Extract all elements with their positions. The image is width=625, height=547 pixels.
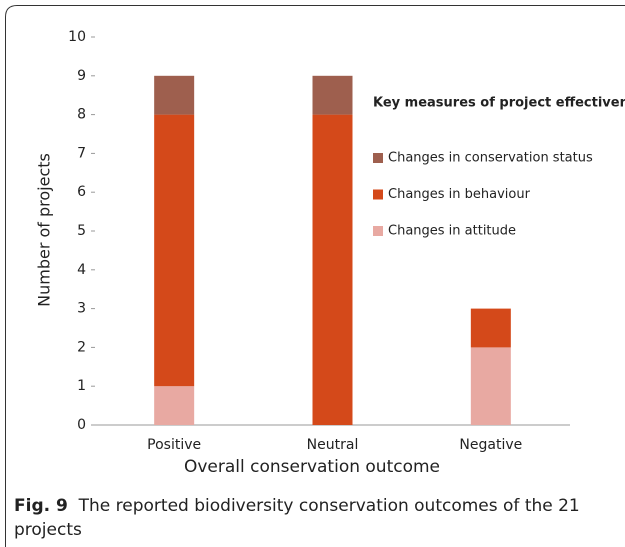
y-tick-label: 5 [77,223,86,239]
y-tick-label: 6 [77,184,86,200]
y-tick-label: 1 [77,378,86,394]
x-axis-label: Overall conservation outcome [184,457,440,477]
y-axis-label: Number of projects [35,153,54,307]
y-tick-label: 10 [68,29,86,45]
bar-segment [470,347,511,425]
legend-title: Key measures of project effectiveness [373,96,625,111]
frame [5,5,625,547]
bar-segment [312,75,353,115]
caption: Fig. 9 The reported biodiversity conserv… [14,494,614,542]
caption-text: The reported biodiversity conservation o… [14,496,580,540]
bar-segment [154,114,195,387]
x-tick-label: Negative [459,437,522,453]
bar-segment [154,386,195,425]
legend-swatch [373,189,383,200]
bar-segment [154,75,195,115]
legend-label: Changes in attitude [388,224,516,239]
y-tick-label: 4 [77,262,86,278]
y-tick-label: 2 [77,339,86,355]
legend-swatch [373,226,383,236]
legend-swatch [373,153,383,163]
y-tick-label: 9 [77,68,86,84]
y-tick-label: 7 [77,145,86,161]
x-tick-label: Positive [147,437,201,453]
legend-label: Changes in conservation status [388,151,593,166]
y-tick-label: 0 [77,417,86,433]
y-tick-label: 3 [77,301,86,317]
y-tick-label: 8 [77,107,86,123]
legend-label: Changes in behaviour [388,187,531,202]
bar-segment [312,114,353,425]
bar-segment [470,308,511,348]
caption-label: Fig. 9 [14,496,68,516]
x-tick-label: Neutral [307,437,359,453]
